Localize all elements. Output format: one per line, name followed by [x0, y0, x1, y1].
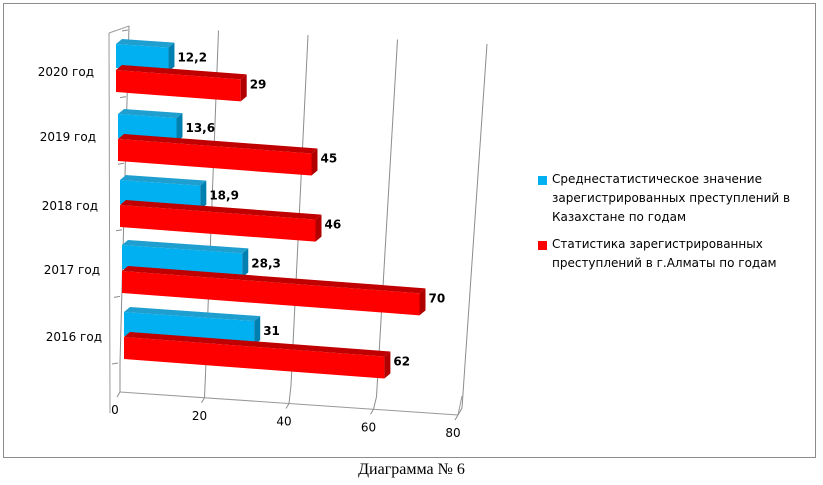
- y-tick-mark: [115, 229, 123, 232]
- tick-mark: [285, 403, 290, 409]
- data-label-almaty: 46: [325, 218, 342, 232]
- tick-mark: [116, 391, 121, 398]
- data-label-kazakhstan: 28,3: [251, 256, 281, 270]
- category-label: 2018 год: [42, 199, 98, 213]
- gridline: [461, 43, 488, 409]
- bar-kazakhstan-end: [168, 42, 175, 72]
- bar-almaty-front: [124, 337, 385, 379]
- category-label: 2020 год: [38, 65, 94, 79]
- left-wall-edge: [108, 32, 111, 414]
- bar-almaty-top: [116, 65, 247, 80]
- bar-kazakhstan-top: [122, 240, 249, 254]
- floor-gridline: [288, 385, 292, 404]
- legend-label-line: Казахстане по годам: [552, 210, 687, 224]
- y-tick-mark: [119, 96, 127, 99]
- data-labels: 31 62 28,3 70 18,9 46 13,6 45 12,2 29: [177, 51, 445, 369]
- bar-kazakhstan-front: [116, 44, 169, 72]
- tick-labels: 0 20 40 60 80: [111, 403, 460, 440]
- bar-group: [116, 39, 247, 102]
- chart-frame: [3, 3, 816, 458]
- gridline: [376, 39, 398, 397]
- gridline: [290, 34, 309, 386]
- bar-kazakhstan-end: [200, 180, 207, 210]
- category-label: 2017 год: [44, 263, 100, 277]
- bar-almaty-end: [311, 148, 318, 176]
- y-tick-mark: [111, 362, 119, 365]
- bar-almaty-front: [116, 70, 241, 102]
- x-tick-label: 0: [111, 403, 119, 417]
- data-label-almaty: 62: [393, 355, 410, 369]
- legend-label-line: преступлений в г.Алматы по годам: [552, 256, 777, 270]
- bar-almaty-top: [124, 332, 391, 357]
- data-label-kazakhstan: 18,9: [209, 189, 239, 203]
- bar-almaty-front: [118, 139, 312, 176]
- y-tick-mark: [121, 29, 129, 32]
- bar-almaty-end: [315, 214, 322, 242]
- data-label-almaty: 29: [250, 77, 267, 91]
- legend-label-line: Статистика зарегистрированных: [552, 237, 763, 251]
- tick-mark: [370, 408, 374, 415]
- bar-group: [118, 109, 318, 176]
- legend-label-line: зарегистрированных преступлений в: [552, 191, 791, 205]
- legend-swatch-red: [538, 241, 547, 250]
- tick-mark: [454, 414, 459, 421]
- bar-almaty-end: [419, 288, 426, 316]
- y-tick-mark: [113, 295, 121, 298]
- legend-item-kazakhstan: Среднестатистическое значение зарегистри…: [538, 170, 808, 227]
- bars: [116, 39, 426, 379]
- legend-item-almaty: Статистика зарегистрированных преступлен…: [538, 235, 808, 273]
- figure-caption: Диаграмма № 6: [358, 461, 465, 478]
- data-label-kazakhstan: 31: [263, 324, 280, 338]
- tick-mark: [201, 397, 205, 404]
- category-label: 2019 год: [40, 130, 96, 144]
- bar-kazakhstan-top: [120, 175, 207, 186]
- bar-kazakhstan-top: [118, 109, 183, 119]
- data-label-kazakhstan: 12,2: [177, 51, 207, 65]
- floor-gridline: [204, 374, 206, 398]
- bar-almaty-front: [122, 271, 420, 316]
- bar-group: [120, 175, 322, 242]
- bar-kazakhstan-end: [176, 113, 183, 143]
- bar-almaty-end: [384, 351, 391, 379]
- data-label-kazakhstan: 13,6: [185, 121, 215, 135]
- x-tick-label: 60: [361, 420, 376, 434]
- x-tick-label: 40: [276, 415, 291, 429]
- y-tick-mark: [117, 162, 125, 165]
- bar-group: [124, 307, 391, 379]
- x-tick-label: 20: [192, 409, 207, 423]
- bar-kazakhstan-top: [116, 39, 175, 48]
- bar-almaty-front: [120, 205, 316, 242]
- legend-label-line: Среднестатистическое значение: [552, 172, 762, 186]
- bar-almaty-top: [122, 266, 426, 294]
- category-labels: 2016 год 2017 год 2018 год 2019 год 2020 год: [38, 65, 102, 344]
- legend-swatch-blue: [538, 176, 547, 185]
- bar-kazakhstan-top: [124, 307, 261, 322]
- bar-almaty-end: [240, 74, 247, 102]
- floor-right-edge: [457, 395, 463, 416]
- bar-kazakhstan-end: [254, 316, 261, 346]
- bar-almaty-top: [120, 200, 322, 220]
- bar-kazakhstan-end: [242, 248, 249, 278]
- floor-gridline: [457, 407, 463, 416]
- legend: Среднестатистическое значение зарегистри…: [538, 170, 808, 281]
- x-tick-label: 80: [445, 426, 460, 440]
- wall-top-edge: [108, 25, 130, 34]
- bar-group: [122, 240, 426, 316]
- bar-almaty-top: [118, 134, 318, 154]
- data-label-almaty: 45: [321, 152, 338, 166]
- category-label: 2016 год: [46, 330, 102, 344]
- floor-gridline: [373, 396, 377, 410]
- data-label-almaty: 70: [429, 291, 446, 305]
